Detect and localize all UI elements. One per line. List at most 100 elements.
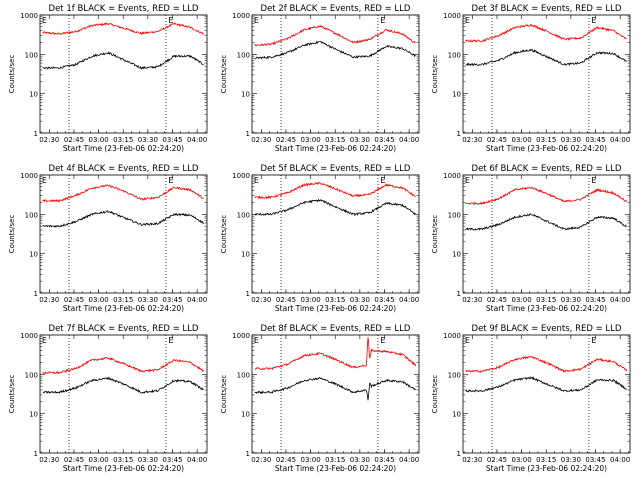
x-tick-label: 03:30 [561, 136, 581, 144]
y-axis-label: Counts/sec [8, 375, 16, 414]
x-tick-label: 02:30 [462, 136, 482, 144]
x-tick-label: 03:15 [536, 136, 556, 144]
x-tick-label: 03:45 [585, 296, 605, 304]
x-tick-label: 03:00 [300, 456, 320, 464]
event-marker-label: E [168, 336, 173, 345]
event-marker-label: E [591, 16, 596, 25]
x-tick-label: 02:45 [487, 136, 507, 144]
x-tick-label: 03:15 [113, 136, 133, 144]
plot-frame [251, 174, 420, 294]
x-tick-label: 02:30 [39, 456, 59, 464]
events-series-line [42, 50, 204, 70]
x-tick-label: 02:45 [64, 296, 84, 304]
x-tick-label: 03:15 [536, 296, 556, 304]
y-tick-label: 1 [34, 290, 38, 298]
y-tick-label: 1000 [232, 12, 250, 20]
x-axis-label: Start Time (23-Feb-06 02:24:20) [275, 464, 396, 473]
x-axis-label: Start Time (23-Feb-06 02:24:20) [63, 464, 184, 473]
panel-title: Det 3f BLACK = Events, RED = LLD [472, 4, 622, 14]
event-marker-label: E [380, 16, 385, 25]
x-axis-label: Start Time (23-Feb-06 02:24:20) [486, 144, 607, 153]
x-tick-label: 03:30 [138, 456, 158, 464]
x-tick-label: 03:00 [88, 456, 108, 464]
lld-series-line [42, 356, 204, 375]
y-tick-label: 100 [448, 211, 461, 219]
event-marker-label: E [42, 16, 47, 25]
panel-title: Det 5f BLACK = Events, RED = LLD [261, 164, 411, 174]
y-tick-label: 100 [237, 371, 250, 379]
y-tick-label: 1000 [232, 172, 250, 180]
x-tick-label: 04:00 [399, 296, 419, 304]
lld-series-line [254, 337, 417, 371]
x-tick-label: 04:00 [187, 296, 207, 304]
y-tick-label: 100 [237, 211, 250, 219]
plot-frame [462, 14, 631, 134]
event-marker-label: E [254, 176, 259, 185]
y-tick-label: 1000 [20, 172, 38, 180]
event-marker-label: E [42, 336, 47, 345]
x-tick-label: 04:00 [610, 456, 630, 464]
events-series-line [42, 209, 204, 229]
x-tick-label: 03:45 [585, 136, 605, 144]
x-tick-label: 02:30 [251, 136, 271, 144]
y-tick-label: 10 [29, 251, 38, 259]
y-tick-label: 10 [29, 411, 38, 419]
x-axis-label: Start Time (23-Feb-06 02:24:20) [275, 304, 396, 313]
y-tick-label: 1000 [443, 12, 461, 20]
x-tick-label: 03:00 [88, 296, 108, 304]
event-marker-label: E [465, 16, 470, 25]
x-tick-label: 03:30 [561, 296, 581, 304]
event-marker-label: E [42, 176, 47, 185]
x-tick-label: 03:30 [561, 456, 581, 464]
event-marker-label: E [591, 176, 596, 185]
detector-panel: Det 7f BLACK = Events, RED = LLD 1 10 100 10… [8, 324, 208, 473]
detector-panel: Det 9f BLACK = Events, RED = LLD 1 10 100 10… [431, 324, 631, 473]
y-axis-label: Counts/sec [220, 215, 228, 254]
x-tick-label: 02:45 [487, 296, 507, 304]
x-axis-label: Start Time (23-Feb-06 02:24:20) [63, 144, 184, 153]
x-tick-label: 04:00 [187, 456, 207, 464]
panel-title: Det 9f BLACK = Events, RED = LLD [472, 324, 622, 334]
x-tick-label: 02:30 [462, 296, 482, 304]
y-tick-label: 1 [246, 290, 250, 298]
panel-title: Det 8f BLACK = Events, RED = LLD [261, 324, 411, 334]
y-tick-label: 10 [452, 91, 461, 99]
x-axis-label: Start Time (23-Feb-06 02:24:20) [63, 304, 184, 313]
event-marker-label: E [254, 16, 259, 25]
plot-frame [39, 334, 208, 454]
x-tick-label: 02:30 [251, 296, 271, 304]
x-tick-label: 03:15 [113, 296, 133, 304]
y-tick-label: 1 [246, 450, 250, 458]
y-tick-label: 1000 [443, 172, 461, 180]
y-axis-label: Counts/sec [8, 215, 16, 254]
detector-panel: Det 4f BLACK = Events, RED = LLD 1 10 100 10… [8, 164, 208, 313]
y-axis-label: Counts/sec [220, 375, 228, 414]
x-tick-label: 03:15 [325, 136, 345, 144]
lld-series-line [254, 181, 416, 200]
detector-panel: Det 3f BLACK = Events, RED = LLD 1 10 100 10… [431, 4, 631, 153]
panel-title: Det 1f BLACK = Events, RED = LLD [49, 4, 199, 14]
y-tick-label: 10 [452, 411, 461, 419]
y-tick-label: 10 [29, 91, 38, 99]
x-tick-label: 03:45 [162, 136, 182, 144]
x-tick-label: 02:45 [276, 136, 296, 144]
lld-series-line [465, 186, 628, 206]
x-tick-label: 03:30 [138, 136, 158, 144]
y-tick-label: 100 [25, 371, 38, 379]
x-tick-label: 03:15 [113, 456, 133, 464]
y-tick-label: 1 [34, 130, 38, 138]
x-tick-label: 02:45 [64, 456, 84, 464]
event-marker-label: E [380, 336, 385, 345]
x-tick-label: 02:30 [39, 136, 59, 144]
x-tick-label: 02:30 [251, 456, 271, 464]
plot-frame [251, 14, 420, 134]
y-tick-label: 100 [448, 51, 461, 59]
x-tick-label: 03:45 [374, 296, 394, 304]
y-tick-label: 1000 [232, 332, 250, 340]
lld-series-line [254, 25, 416, 47]
plot-frame [39, 174, 208, 294]
events-series-line [465, 212, 627, 231]
x-tick-label: 02:45 [276, 456, 296, 464]
